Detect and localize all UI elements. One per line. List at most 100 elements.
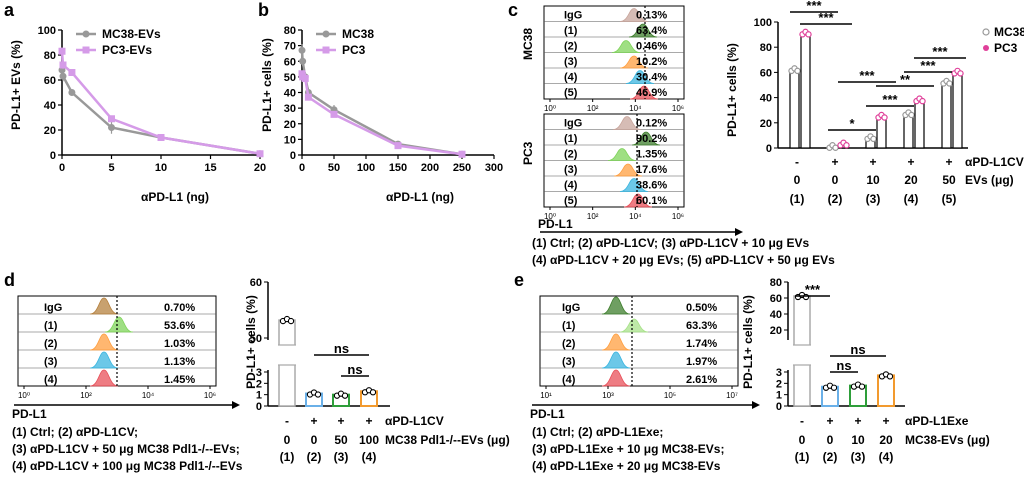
y-tick-label: 80	[760, 42, 772, 54]
panel-letter-a: a	[4, 0, 15, 20]
panel-letter-c: c	[508, 0, 518, 20]
x-axis-label-a: αPD-L1 (ng)	[141, 190, 209, 204]
row-label: (4)	[564, 72, 578, 84]
row-value: 63.4%	[636, 25, 667, 37]
row-value: 90.2%	[636, 133, 667, 145]
data-dot	[881, 114, 888, 121]
row-value: 1.03%	[164, 338, 195, 350]
y-tick-label: 1	[256, 390, 262, 402]
data-point	[301, 74, 309, 82]
data-dot	[341, 392, 349, 399]
group-number: (5)	[942, 192, 957, 206]
row-label: IgG	[562, 302, 580, 314]
row-value: 30.4%	[636, 72, 667, 84]
flow-histogram-mc38: IgG 0.13% (1) 63.4% (2) 0.46% (3) 10.2% (4) 30.4%…	[521, 5, 685, 113]
ev-dose: 50	[942, 173, 956, 187]
y-tick-label: 3	[256, 367, 262, 379]
histogram-peak	[89, 333, 119, 351]
y-tick-label: 1	[776, 390, 782, 402]
legend-line-text: (4) αPD-L1CV + 100 μg MC38 Pdl1-/--EVs	[12, 459, 243, 473]
data-point	[299, 57, 307, 65]
legend-line-text: (3) αPD-L1CV + 50 μg MC38 Pdl1-/--EVs;	[12, 442, 240, 456]
significance-label: ns	[347, 362, 362, 377]
pd-l1-axis-label: PD-L1	[538, 217, 573, 231]
data-point	[108, 124, 115, 131]
row-label: (1)	[562, 320, 576, 332]
x-tick-label: 5	[108, 162, 114, 174]
group-number: (4)	[362, 450, 377, 464]
histogram-peak	[611, 40, 641, 53]
bar-(4)	[877, 374, 895, 407]
data-dot	[369, 389, 377, 396]
data-dot	[946, 80, 953, 87]
significance-label: ***	[805, 282, 821, 297]
bar-chart-c: 020406080100MC38PC3*********************…	[754, 0, 1024, 206]
histogram-peak	[104, 316, 134, 333]
data-dot	[908, 111, 915, 119]
y-tick-label: 50	[250, 333, 262, 345]
row-value: 1.74%	[686, 338, 717, 350]
y-axis-label-d: PD-L1+ cells (%)	[244, 295, 258, 389]
treatment-sign: +	[310, 414, 317, 428]
group-number: (2)	[307, 450, 322, 464]
ev-label: MC38 Pdl1-/--EVs (μg)	[385, 433, 510, 447]
bar-MC38-(5)	[941, 81, 952, 149]
ev-dose: 0	[311, 433, 318, 447]
legend-text-c: (1) Ctrl; (2) αPD-L1CV; (3) αPD-L1CV + 1…	[532, 236, 835, 267]
data-point	[298, 46, 306, 54]
histogram-peak	[619, 55, 649, 69]
row-value: 1.45%	[164, 374, 195, 386]
y-tick-label: 20	[760, 118, 772, 130]
row-label: (5)	[564, 195, 578, 207]
legend-label-pc3: PC3	[994, 41, 1018, 55]
legend-label: PC3	[342, 43, 366, 57]
histogram-peak	[601, 351, 631, 369]
x-tick-label: 10⁴	[629, 104, 642, 113]
legend-text-d: (1) Ctrl; (2) αPD-L1CV; (3) αPD-L1CV + 50…	[12, 425, 243, 473]
panel-letter-e: e	[514, 270, 524, 290]
histogram-peak	[601, 333, 631, 351]
panel-e: e IgG 0.50% (1) 63.3% (2) 1.74% (3) 1.97% (4) 2.6…	[514, 270, 990, 473]
ev-dose: 10	[851, 433, 865, 447]
bar-MC38-(4)	[903, 113, 914, 149]
arrow-head	[735, 228, 743, 236]
x-tick-label: 10³	[602, 391, 614, 400]
row-group-label-mc38: MC38	[521, 28, 535, 60]
data-dot	[805, 31, 812, 38]
treatment-sign: +	[854, 414, 861, 428]
row-label: IgG	[564, 118, 582, 130]
y-tick-label: 100	[754, 17, 772, 29]
axis-break	[278, 345, 296, 365]
data-dot	[919, 97, 926, 105]
x-tick-label: 10¹	[540, 391, 552, 400]
group-number: (2)	[823, 450, 838, 464]
histogram-peak	[619, 318, 649, 333]
ev-dose: 0	[832, 173, 839, 187]
y-tick-label: 20	[44, 125, 56, 137]
y-tick-label: 60	[770, 293, 782, 305]
flow-histogram-pc3: IgG 0.12% (1) 90.2% (2) 1.35% (3) 17.6% (4) 38.6%…	[521, 113, 743, 236]
ev-dose: 20	[904, 173, 918, 187]
legend-marker	[82, 30, 90, 38]
legend-line-text: (1) Ctrl; (2) αPD-L1CV; (3) αPD-L1CV + 1…	[532, 236, 809, 250]
legend-marker	[322, 46, 330, 54]
pd-l1-axis-label: PD-L1	[530, 407, 565, 421]
flow-histogram-d: IgG 0.70% (1) 53.6% (2) 1.03% (3) 1.13% (4) 1.45%…	[12, 295, 240, 421]
panel-letter-b: b	[258, 0, 269, 20]
ev-label: EVs (μg)	[965, 173, 1014, 187]
x-tick-label: 10⁶	[204, 391, 216, 400]
y-tick-label: 10	[284, 134, 296, 146]
significance-label: ns	[836, 358, 851, 373]
ev-dose: 0	[827, 433, 834, 447]
histogram-peak	[89, 351, 119, 369]
treatment-sign: +	[882, 414, 889, 428]
x-tick-label: 300	[485, 162, 503, 174]
histogram-peak	[612, 116, 642, 130]
histogram-peak	[623, 193, 653, 208]
row-group-label-pc3: PC3	[521, 141, 535, 165]
ev-dose: 100	[359, 433, 379, 447]
y-tick-label: 30	[284, 103, 296, 115]
x-tick-label: 10⁵	[664, 391, 676, 400]
